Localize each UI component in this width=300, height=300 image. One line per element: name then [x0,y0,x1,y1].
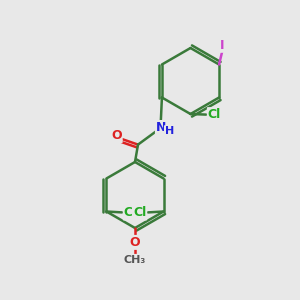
Text: Cl: Cl [208,108,221,121]
Text: O: O [130,236,140,249]
Text: Cl: Cl [133,206,146,220]
Text: O: O [111,129,122,142]
Text: Cl: Cl [124,206,137,220]
Text: CH₃: CH₃ [124,255,146,265]
Text: H: H [165,126,174,136]
Text: I: I [220,39,224,52]
Text: N: N [156,121,166,134]
